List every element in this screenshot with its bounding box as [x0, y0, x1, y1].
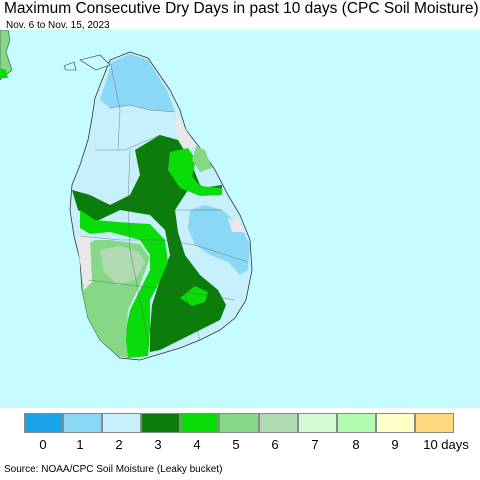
- legend-swatch-9: [375, 413, 415, 433]
- zone-gray-east: [176, 112, 196, 150]
- india-coast: [0, 30, 13, 81]
- legend-swatch-3: [141, 413, 181, 433]
- legend-bar: [24, 413, 454, 435]
- legend-label-2: 2: [115, 437, 123, 452]
- date-range: Nov. 6 to Nov. 15, 2023: [6, 20, 110, 31]
- legend-label-5: 5: [232, 437, 240, 452]
- legend-label-1: 1: [76, 437, 84, 452]
- legend-label-10: 10 days: [423, 437, 469, 452]
- jaffna-fragments: [63, 54, 111, 71]
- legend-swatch-10: [414, 413, 454, 433]
- legend-label-4: 4: [193, 437, 201, 452]
- zone-4-southeast: [180, 286, 208, 306]
- zone-6-west: [100, 246, 145, 285]
- zone-5-east: [192, 146, 212, 172]
- legend-swatch-2: [102, 413, 142, 433]
- source-note: Source: NOAA/CPC Soil Moisture (Leaky bu…: [4, 464, 223, 475]
- map-title: Maximum Consecutive Dry Days in past 10 …: [4, 0, 479, 17]
- zone-4-west: [80, 210, 168, 358]
- map-canvas: [0, 30, 480, 408]
- legend-swatch-6: [258, 413, 298, 433]
- india-tip: [0, 68, 8, 78]
- legend-swatch-1: [63, 413, 103, 433]
- zone-gray-east-2: [228, 218, 244, 232]
- district-lines: [71, 59, 249, 353]
- legend-swatch-4: [180, 413, 220, 433]
- legend-swatch-8: [336, 413, 376, 433]
- legend-label-9: 9: [391, 437, 399, 452]
- zone-1-north: [100, 54, 175, 112]
- zone-gray-west: [76, 236, 92, 290]
- legend-label-8: 8: [352, 437, 360, 452]
- legend-label-6: 6: [271, 437, 279, 452]
- legend-label-0: 0: [39, 437, 47, 452]
- legend-swatch-5: [219, 413, 259, 433]
- legend-label-7: 7: [311, 437, 319, 452]
- legend-label-3: 3: [154, 437, 162, 452]
- legend-swatch-7: [297, 413, 337, 433]
- legend-swatch-0: [24, 413, 64, 433]
- zone-4-northeast: [168, 148, 222, 196]
